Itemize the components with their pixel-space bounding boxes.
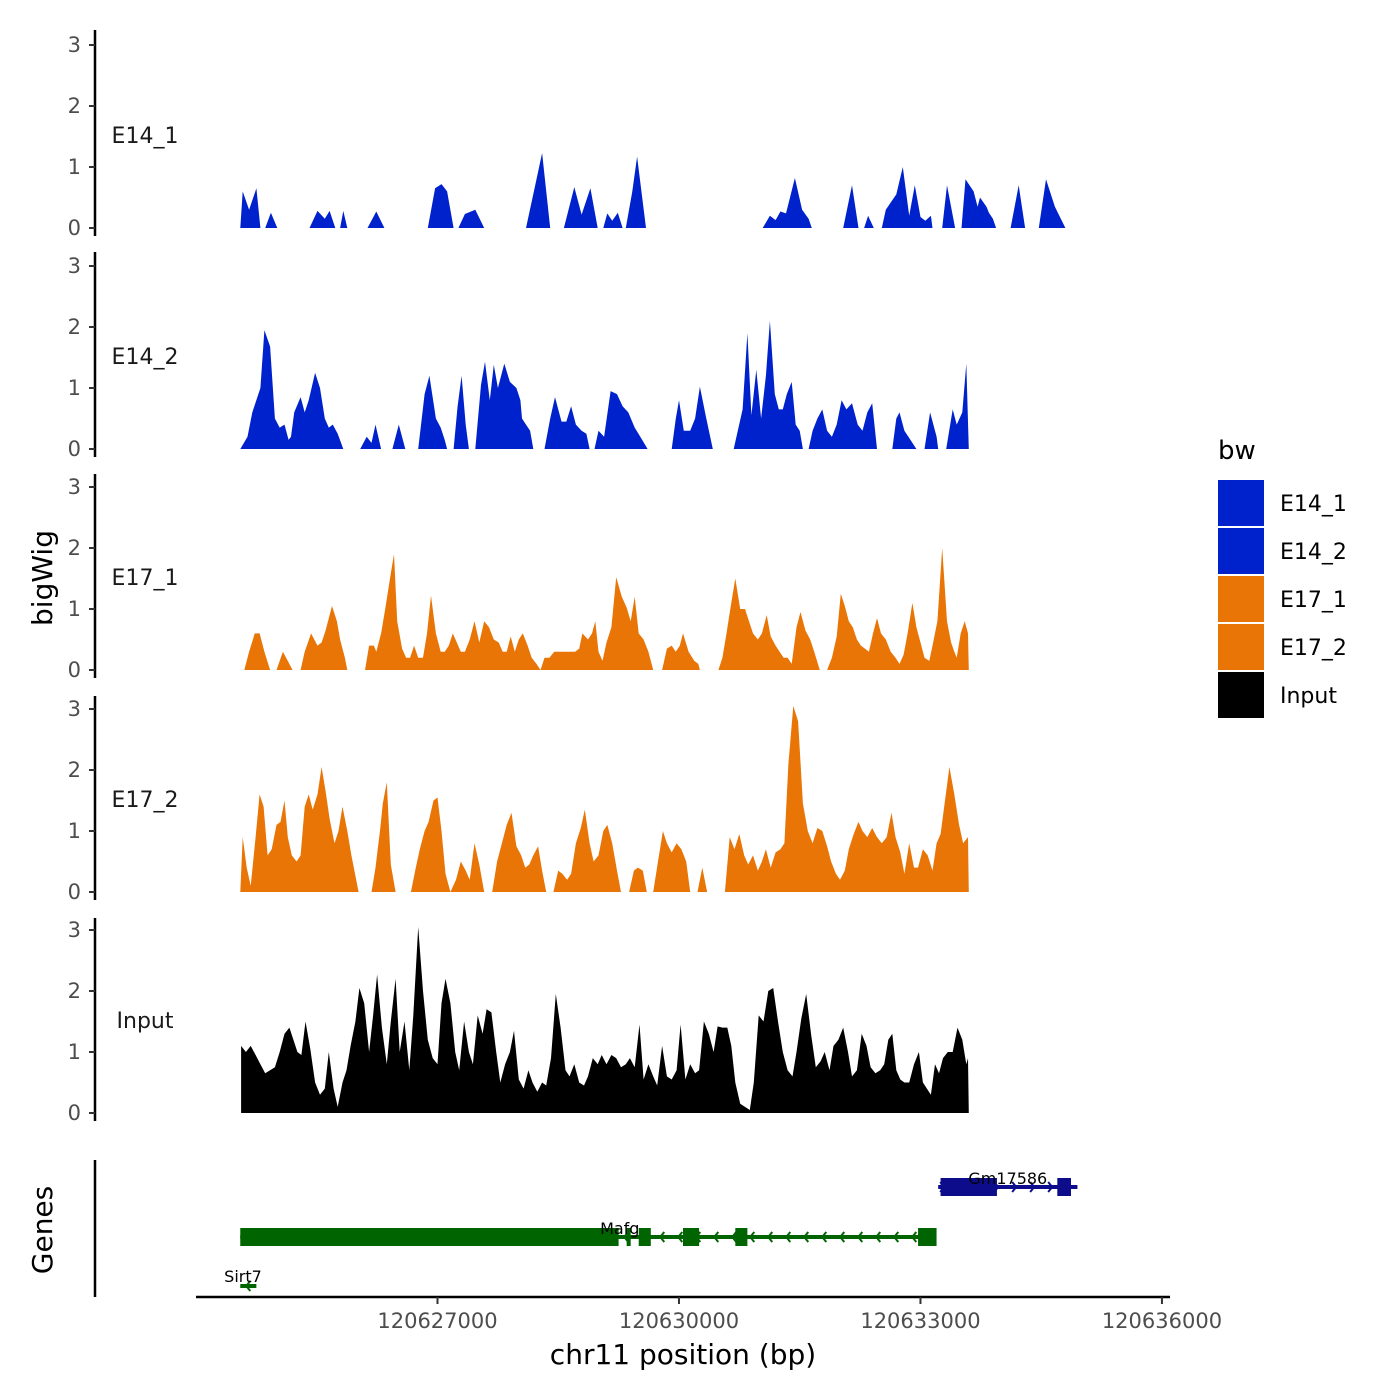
track-label: E14_1 (112, 124, 179, 149)
legend: bw E14_1 E14_2 E17_1 E17_2 Input (1218, 436, 1347, 718)
gene-Gm17586: Gm17586 (938, 1169, 1078, 1196)
track-E17_1: 0 1 2 3 E17_1 (68, 474, 1400, 682)
y-axis-title: bigWig (26, 530, 59, 626)
strand-arrow (730, 1231, 738, 1243)
gene-label: Mafg (600, 1219, 639, 1238)
strand-arrow (910, 1231, 918, 1243)
y-tick-label: 0 (68, 658, 81, 682)
x-tick-label: 120627000 (377, 1309, 497, 1333)
exon (240, 1228, 619, 1246)
legend-swatch (1218, 624, 1264, 670)
strand-arrow (802, 1231, 810, 1243)
exon (683, 1228, 700, 1246)
strand-arrow (244, 1280, 252, 1292)
strand-arrow (766, 1231, 774, 1243)
exon (940, 1178, 997, 1196)
track-E17_2: 0 1 2 3 E17_2 (68, 696, 969, 904)
y-tick-label: 3 (68, 697, 81, 721)
y-tick-label: 1 (68, 155, 81, 179)
track-label: Input (117, 1009, 174, 1034)
gene-Sirt7: Sirt7 (224, 1267, 262, 1292)
exon (735, 1228, 748, 1246)
gene-label: Gm17586 (968, 1169, 1047, 1188)
y-tick-label: 3 (68, 475, 81, 499)
track-label: E14_2 (112, 345, 179, 370)
track-Input: 0 1 2 3 Input (68, 918, 969, 1125)
legend-swatch (1218, 480, 1264, 526)
y-tick-label: 3 (68, 33, 81, 57)
y-tick-label: 0 (68, 1101, 81, 1125)
exon (918, 1228, 937, 1246)
tracks-layer: 0 1 2 3 E14_1 0 1 2 3 E14_2 0 1 2 3 E17_1 0 1 2 3 E17_2 0 1 2 3… (68, 30, 1400, 1125)
x-axis: 120627000 120630000 120633000 120636000 (196, 1295, 1222, 1333)
x-axis-title: chr11 position (bp) (550, 1338, 816, 1371)
signal-area-E17_2 (240, 706, 969, 892)
y-tick-label: 2 (68, 94, 81, 118)
track-label: E17_1 (112, 566, 179, 591)
legend-label: E17_1 (1280, 588, 1347, 613)
y-tick-label: 3 (68, 254, 81, 278)
y-tick-label: 0 (68, 437, 81, 461)
signal-area-Input (241, 927, 969, 1113)
track-E14_1: 0 1 2 3 E14_1 (68, 30, 1078, 240)
y-tick-label: 1 (68, 1040, 81, 1064)
genes-layer: Sirt7 Mafg Gm17586 (93, 1160, 1078, 1297)
gene-label: Sirt7 (224, 1267, 262, 1286)
strand-arrow (838, 1231, 846, 1243)
y-tick-label: 2 (68, 758, 81, 782)
genes-axis-title: Genes (26, 1186, 59, 1274)
x-tick-label: 120630000 (619, 1309, 739, 1333)
signal-area-E14_2 (240, 320, 969, 449)
strand-arrow (1029, 1181, 1036, 1193)
legend-title: bw (1218, 436, 1256, 466)
legend-label: Input (1280, 684, 1337, 709)
strand-arrow (712, 1231, 720, 1243)
strand-arrow (856, 1231, 864, 1243)
exon (626, 1228, 631, 1246)
strand-arrow (748, 1231, 756, 1243)
strand-arrow (676, 1231, 684, 1243)
track-label: E17_2 (112, 788, 179, 813)
strand-arrow (1011, 1181, 1018, 1193)
exon (638, 1228, 651, 1246)
strand-arrow (820, 1231, 828, 1243)
strand-arrow (1047, 1181, 1054, 1193)
track-E14_2: 0 1 2 3 E14_2 (68, 252, 969, 461)
y-tick-label: 2 (68, 536, 81, 560)
y-tick-label: 1 (68, 597, 81, 621)
x-tick-label: 120633000 (860, 1309, 980, 1333)
exon (1057, 1178, 1071, 1196)
y-tick-label: 0 (68, 880, 81, 904)
legend-label: E14_1 (1280, 492, 1347, 517)
y-tick-label: 2 (68, 979, 81, 1003)
y-tick-label: 1 (68, 376, 81, 400)
x-tick-label: 120636000 (1102, 1309, 1222, 1333)
gene-Mafg: Mafg (240, 1219, 937, 1246)
strand-arrow (874, 1231, 882, 1243)
y-tick-label: 0 (68, 216, 81, 240)
legend-label: E14_2 (1280, 540, 1347, 565)
legend-swatch (1218, 672, 1264, 718)
y-tick-label: 2 (68, 315, 81, 339)
strand-arrow (892, 1231, 900, 1243)
y-tick-label: 3 (68, 918, 81, 942)
y-tick-label: 1 (68, 819, 81, 843)
strand-arrow (658, 1231, 666, 1243)
strand-arrow (784, 1231, 792, 1243)
legend-swatch (1218, 528, 1264, 574)
legend-swatch (1218, 576, 1264, 622)
legend-label: E17_2 (1280, 636, 1347, 661)
signal-area-E14_1 (240, 153, 1078, 228)
